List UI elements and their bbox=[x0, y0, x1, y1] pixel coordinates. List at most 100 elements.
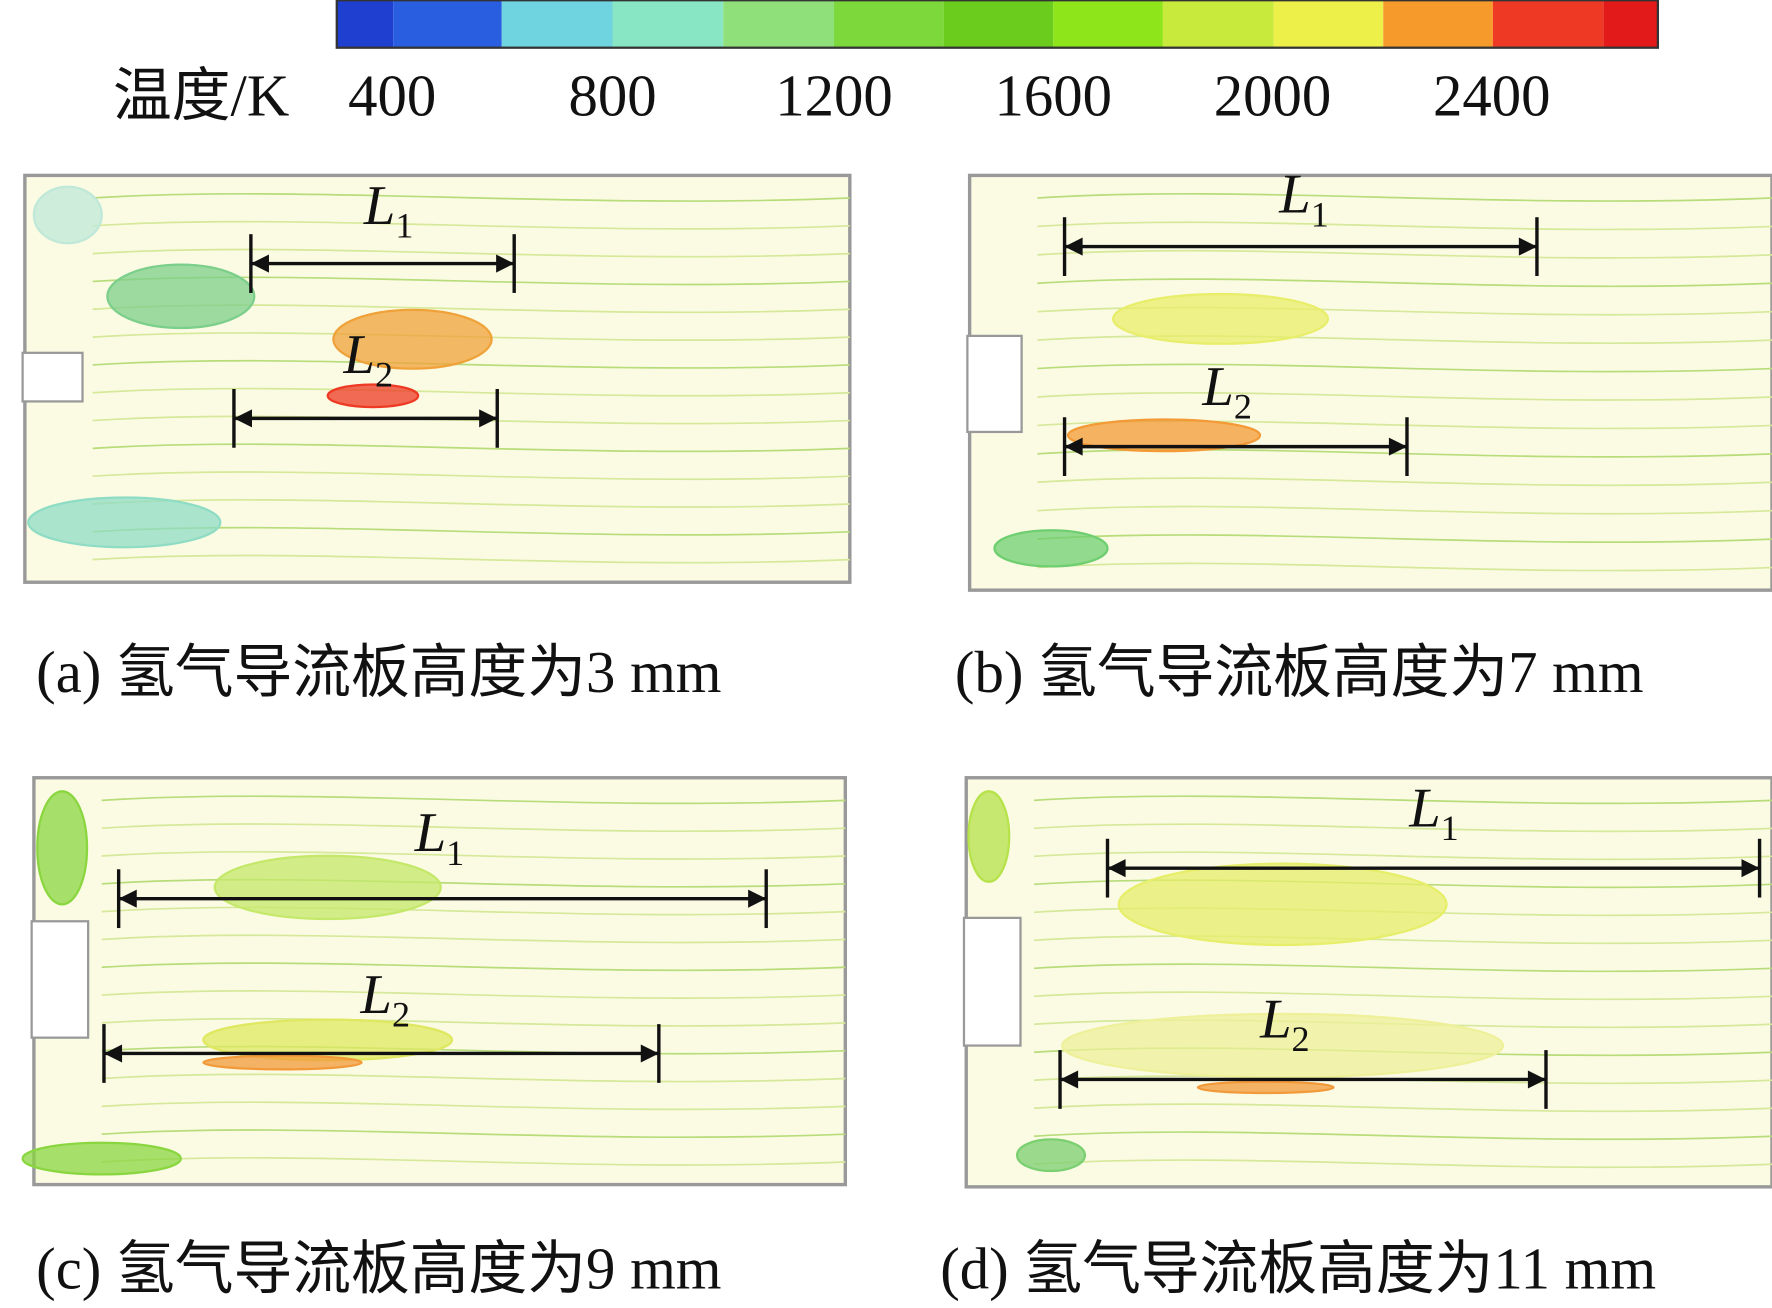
streamline bbox=[92, 248, 850, 258]
arrow-head bbox=[1527, 1070, 1546, 1089]
arrow-head bbox=[1064, 237, 1083, 256]
streamline bbox=[1033, 1103, 1772, 1113]
baffle-step bbox=[966, 334, 1023, 434]
streamline bbox=[1037, 562, 1772, 572]
colorbar-tick-label: 800 bbox=[568, 64, 656, 129]
length-symbol: L bbox=[1408, 777, 1440, 839]
streamline bbox=[101, 1101, 846, 1111]
arrow-head bbox=[1064, 437, 1083, 456]
streamline bbox=[101, 1129, 846, 1139]
colorbar-tick-label: 2400 bbox=[1433, 64, 1551, 129]
streamline bbox=[92, 554, 850, 564]
streamline bbox=[101, 990, 846, 999]
length-symbol: L bbox=[360, 964, 392, 1026]
flow-field bbox=[964, 776, 1772, 1189]
streamline bbox=[1037, 249, 1772, 259]
colorbar-title: 温度/K bbox=[113, 64, 289, 129]
vortex bbox=[326, 383, 420, 409]
streamline bbox=[101, 1156, 846, 1166]
streamline bbox=[101, 934, 846, 944]
length-label: L1 bbox=[1278, 164, 1329, 235]
streamline bbox=[1033, 1159, 1772, 1169]
length-symbol: L bbox=[414, 802, 446, 864]
streamline bbox=[1033, 1131, 1772, 1141]
streamline bbox=[1033, 851, 1772, 861]
arrow-head bbox=[479, 409, 498, 428]
streamline bbox=[101, 962, 846, 972]
streamline bbox=[1033, 935, 1772, 945]
streamline bbox=[92, 498, 850, 508]
vortex bbox=[202, 1054, 363, 1071]
vortex bbox=[967, 790, 1011, 883]
arrow-head bbox=[118, 889, 137, 908]
vortex bbox=[993, 529, 1109, 568]
streamline bbox=[1037, 534, 1772, 543]
streamline bbox=[92, 192, 850, 202]
panel-caption: (b) 氢气导流板高度为7 mm bbox=[955, 640, 1644, 705]
arrow-head bbox=[748, 889, 767, 908]
length-symbol: L bbox=[343, 324, 375, 386]
length-symbol: L bbox=[1201, 356, 1233, 418]
arrow-head bbox=[1107, 859, 1126, 878]
length-subscript: 2 bbox=[1234, 386, 1252, 426]
streamline bbox=[92, 471, 850, 481]
length-subscript: 1 bbox=[1441, 808, 1459, 848]
colorbar-tick-label: 1200 bbox=[775, 64, 893, 129]
streamline bbox=[1037, 278, 1772, 288]
streamline bbox=[1033, 795, 1772, 805]
streamline bbox=[101, 823, 846, 833]
colorbar-tick-label: 1600 bbox=[995, 64, 1113, 129]
arrow-head bbox=[1518, 237, 1537, 256]
length-label: L1 bbox=[414, 802, 465, 873]
streamline bbox=[101, 906, 846, 916]
streamline bbox=[1033, 823, 1772, 833]
streamline bbox=[101, 878, 846, 888]
colorbar-tick-label: 400 bbox=[348, 64, 436, 129]
panel-caption: (d) 氢气导流板高度为11 mm bbox=[940, 1237, 1656, 1302]
length-label: L2 bbox=[1259, 989, 1310, 1060]
length-symbol: L bbox=[1259, 989, 1291, 1051]
streamline bbox=[101, 795, 846, 805]
length-label: L1 bbox=[363, 175, 414, 246]
arrow-head bbox=[640, 1044, 659, 1063]
streamline bbox=[1037, 477, 1772, 487]
streamline bbox=[101, 1017, 846, 1027]
vortex bbox=[1196, 1080, 1335, 1095]
baffle-step bbox=[30, 920, 90, 1039]
arrow-head bbox=[233, 409, 253, 428]
arrow-head bbox=[1741, 859, 1760, 878]
arrow-head bbox=[250, 254, 269, 273]
length-label: L2 bbox=[1201, 356, 1252, 427]
streamline bbox=[101, 1045, 846, 1055]
streamline bbox=[101, 850, 846, 860]
vortex bbox=[1117, 862, 1448, 947]
colorbar-tick-label: 2000 bbox=[1214, 64, 1332, 129]
baffle-step bbox=[962, 916, 1022, 1047]
streamline bbox=[1037, 391, 1772, 401]
flow-field bbox=[967, 173, 1772, 592]
panel-caption: (c) 氢气导流板高度为9 mm bbox=[36, 1237, 721, 1302]
streamline bbox=[92, 387, 850, 397]
vortex bbox=[1066, 418, 1262, 453]
streamline bbox=[1037, 221, 1772, 231]
streamline bbox=[101, 1073, 846, 1083]
length-subscript: 2 bbox=[1292, 1019, 1310, 1059]
streamline bbox=[1037, 363, 1772, 373]
arrow-head bbox=[1388, 437, 1407, 456]
streamline bbox=[92, 220, 850, 230]
vortex bbox=[332, 308, 493, 370]
vortex bbox=[1061, 1012, 1505, 1079]
length-subscript: 1 bbox=[446, 833, 464, 873]
length-subscript: 2 bbox=[375, 355, 393, 395]
streamline bbox=[1037, 505, 1772, 515]
vortex bbox=[21, 1141, 182, 1176]
length-subscript: 1 bbox=[395, 206, 413, 246]
panel-caption: (a) 氢气导流板高度为3 mm bbox=[36, 640, 721, 705]
streamline bbox=[1037, 192, 1772, 202]
arrow-head bbox=[496, 254, 515, 273]
